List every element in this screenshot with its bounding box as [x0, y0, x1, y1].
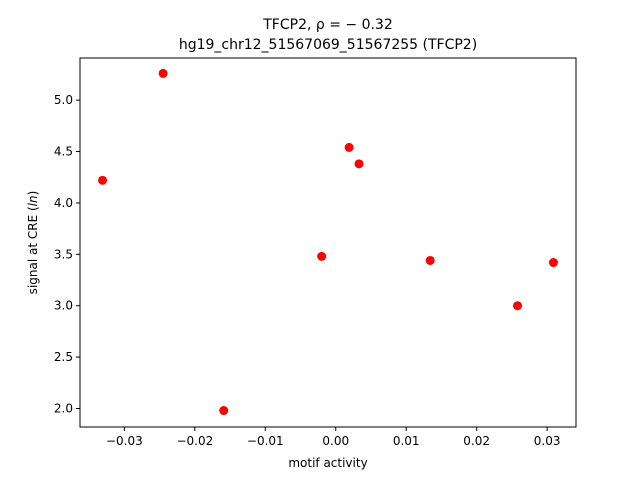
x-axis-label: motif activity: [288, 456, 367, 470]
scatter-point: [425, 255, 435, 265]
y-tick-label: 5.0: [54, 93, 73, 107]
x-tick-label: 0.01: [393, 434, 420, 448]
chart-title-line1: TFCP2, ρ = − 0.32: [262, 17, 393, 33]
y-tick-label: 4.5: [54, 145, 73, 159]
chart-title-line2: hg19_chr12_51567069_51567255 (TFCP2): [179, 37, 477, 53]
scatter-point: [344, 142, 354, 152]
x-tick-label: 0.00: [322, 434, 349, 448]
x-tick-label: −0.02: [176, 434, 213, 448]
y-axis-label: signal at CRE (ln): [26, 191, 40, 295]
scatter-point: [158, 68, 168, 78]
x-tick-label: 0.02: [463, 434, 490, 448]
y-tick-label: 2.0: [54, 401, 73, 415]
y-tick-label: 3.0: [54, 299, 73, 313]
plot-area-frame: [79, 57, 577, 428]
scatter-point: [317, 251, 327, 261]
y-tick-label: 4.0: [54, 196, 73, 210]
y-tick-label: 2.5: [54, 350, 73, 364]
x-tick-label: −0.01: [247, 434, 284, 448]
scatter-point: [513, 301, 523, 311]
scatter-point: [98, 175, 108, 185]
x-tick-label: 0.03: [534, 434, 561, 448]
x-axis-ticks: −0.03 −0.02 −0.01 0.00 0.01 0.02 0.03: [106, 427, 560, 448]
scatter-point: [219, 406, 229, 416]
y-tick-label: 3.5: [54, 247, 73, 261]
x-tick-label: −0.03: [106, 434, 143, 448]
y-axis-ticks: 2.0 2.5 3.0 3.5 4.0 4.5 5.0: [54, 93, 80, 415]
scatter-point: [354, 159, 364, 169]
scatter-points: [98, 68, 558, 416]
scatter-point: [548, 258, 558, 268]
